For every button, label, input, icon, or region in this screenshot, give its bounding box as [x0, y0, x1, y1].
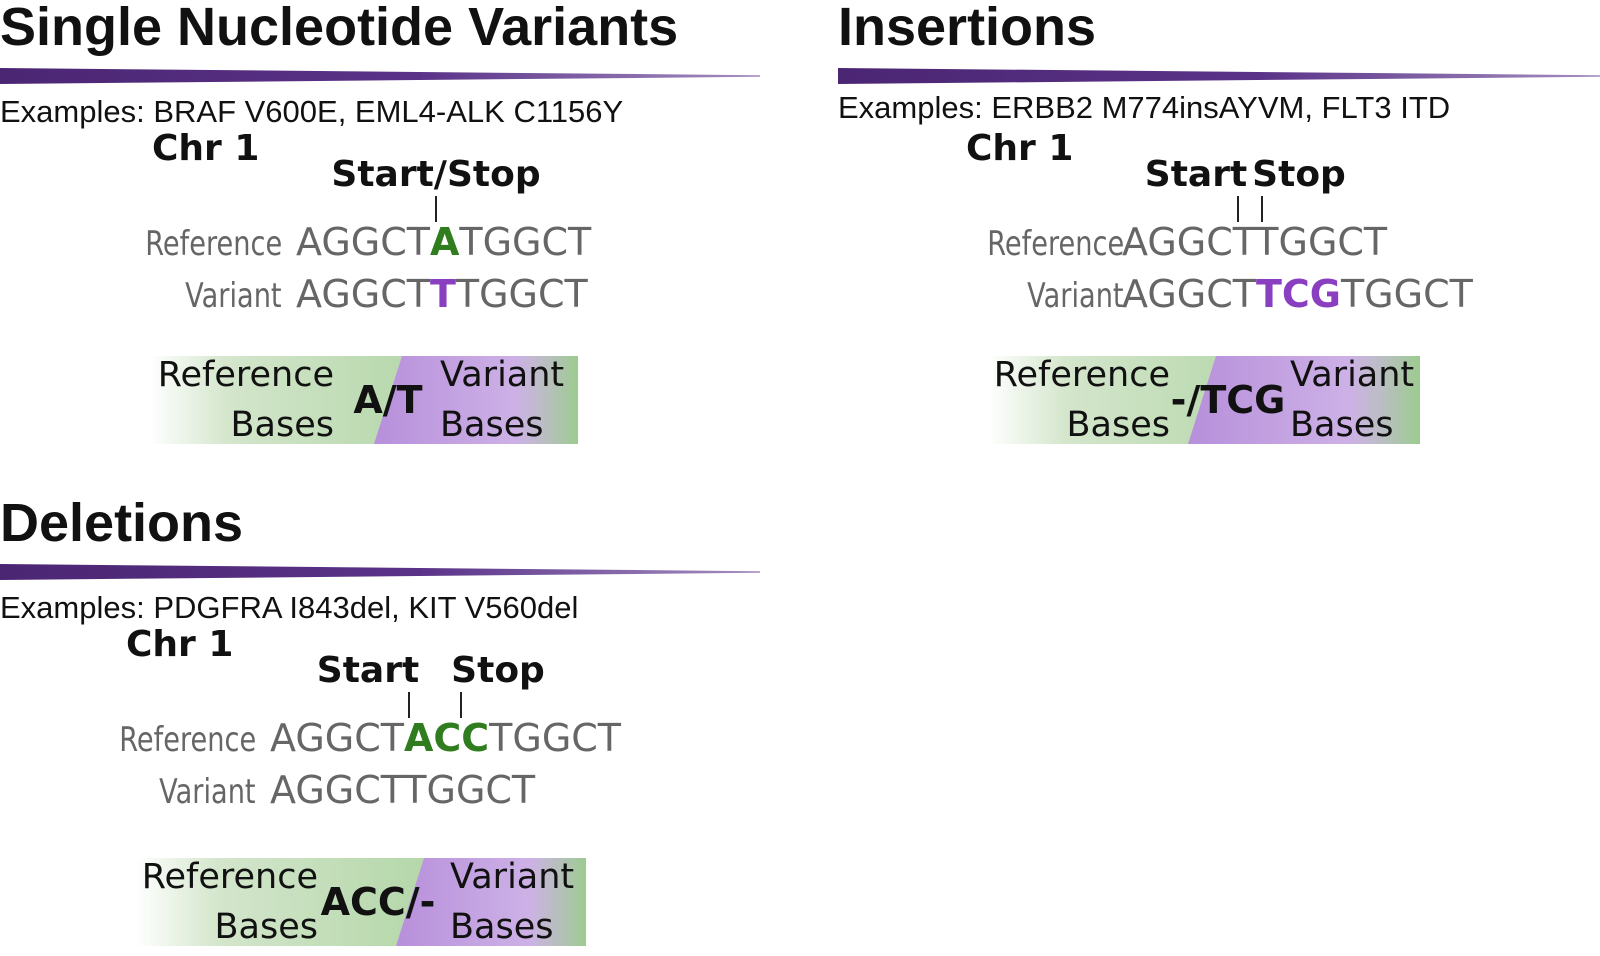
snv-title-rule — [0, 68, 760, 84]
deletions-reference-label: Reference — [119, 720, 256, 760]
snv-ref-base: A — [429, 220, 460, 264]
deletions-start-label: Start — [316, 650, 420, 691]
snv-title: Single Nucleotide Variants — [0, 0, 679, 57]
insertions-variant-label: Variant — [1027, 276, 1124, 316]
insertions-var-bases-line2: Bases — [1290, 405, 1394, 445]
snv-var-suffix: TGGCT — [455, 272, 588, 316]
insertions-ref-bases-line1: Reference — [993, 355, 1170, 395]
snv-var-base: T — [429, 272, 456, 316]
deletions-reference-sequence: AGGCTACCTGGCT — [270, 716, 621, 760]
insertions-examples: Examples: ERBB2 M774insAYVM, FLT3 ITD — [838, 90, 1451, 125]
insertions-ref-bases-line2: Bases — [1066, 405, 1170, 445]
insertions-chromosome-label: Chr 1 — [966, 128, 1074, 169]
snv-start-stop-tick — [435, 196, 437, 222]
snv-variant-label: Variant — [185, 276, 282, 316]
insertions-variant-sequence: AGGCTTCGTGGCT — [1122, 272, 1473, 316]
deletions-ref-deleted: ACC — [403, 716, 490, 760]
deletions-variant-sequence: AGGCTTGGCT — [270, 768, 536, 812]
deletions-ref-suffix: TGGCT — [489, 716, 622, 760]
snv-chromosome-label: Chr 1 — [152, 128, 260, 169]
deletions-allele-box: Reference Bases ACC/- Variant Bases — [136, 857, 586, 947]
deletions-variant-shading — [396, 858, 586, 946]
deletions-stop-label: Stop — [451, 650, 545, 691]
snv-var-bases-line1: Variant — [440, 355, 565, 395]
snv-allele-box: Reference Bases A/T Variant Bases — [150, 355, 578, 445]
insertions-var-inserted: TCG — [1255, 272, 1341, 316]
snv-ref-suffix: TGGCT — [459, 220, 592, 264]
snv-allele-notation: A/T — [353, 378, 423, 422]
snv-ref-prefix: AGGCT — [296, 220, 430, 264]
insertions-var-bases-line1: Variant — [1290, 355, 1415, 395]
deletions-examples: Examples: PDGFRA I843del, KIT V560del — [0, 590, 579, 625]
insertions-start-label: Start — [1144, 154, 1248, 195]
insertions-variant-shading — [1188, 356, 1420, 444]
deletions-title: Deletions — [0, 493, 244, 553]
deletions-ref-bases-line2: Bases — [214, 907, 318, 947]
insertions-allele-notation: -/TCG — [1170, 378, 1286, 422]
insertions-allele-box: Reference Bases -/TCG Variant Bases — [988, 355, 1420, 445]
snv-variant-shading — [374, 356, 578, 444]
insertions-panel: Insertions Examples: ERBB2 M774insAYVM, … — [838, 0, 1600, 454]
deletions-ref-bases-line1: Reference — [141, 857, 318, 897]
insertions-var-suffix: TGGCT — [1340, 272, 1473, 316]
snv-panel: Single Nucleotide Variants Examples: BRA… — [0, 0, 760, 454]
snv-ref-bases-line1: Reference — [157, 355, 334, 395]
snv-var-prefix: AGGCT — [296, 272, 430, 316]
insertions-title-rule — [838, 68, 1600, 84]
insertions-var-prefix: AGGCT — [1122, 272, 1256, 316]
insertions-title: Insertions — [838, 0, 1097, 57]
deletions-var-bases-line1: Variant — [450, 857, 575, 897]
deletions-variant-label: Variant — [159, 772, 256, 812]
deletions-ref-prefix: AGGCT — [270, 716, 404, 760]
insertions-reference-sequence: AGGCTTGGCT — [1122, 220, 1388, 264]
deletions-panel: Deletions Examples: PDGFRA I843del, KIT … — [0, 496, 760, 956]
snv-var-bases-line2: Bases — [440, 405, 544, 445]
deletions-stop-tick — [460, 692, 462, 718]
snv-reference-label: Reference — [145, 224, 282, 264]
snv-variant-sequence: AGGCTTTGGCT — [296, 272, 588, 316]
deletions-title-rule — [0, 564, 760, 580]
snv-start-stop-label: Start/Stop — [331, 154, 541, 195]
deletions-chromosome-label: Chr 1 — [126, 624, 234, 665]
insertions-stop-tick — [1261, 196, 1263, 222]
deletions-start-tick — [408, 692, 410, 718]
insertions-start-tick — [1237, 196, 1239, 222]
insertions-stop-label: Stop — [1252, 154, 1346, 195]
snv-reference-sequence: AGGCTATGGCT — [296, 220, 591, 264]
snv-ref-bases-line2: Bases — [230, 405, 334, 445]
insertions-reference-label: Reference — [987, 224, 1124, 264]
deletions-var-bases-line2: Bases — [450, 907, 554, 947]
deletions-allele-notation: ACC/- — [320, 880, 436, 924]
snv-examples: Examples: BRAF V600E, EML4-ALK C1156Y — [0, 94, 624, 129]
